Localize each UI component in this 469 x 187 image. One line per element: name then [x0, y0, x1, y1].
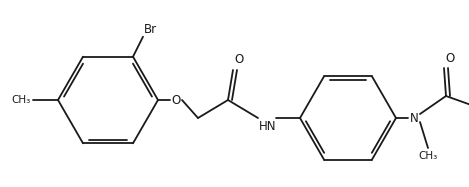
Text: HN: HN: [259, 120, 277, 133]
Text: Br: Br: [144, 23, 157, 36]
Text: O: O: [445, 52, 454, 65]
Text: CH₃: CH₃: [418, 151, 438, 161]
Text: O: O: [234, 53, 243, 66]
Text: CH₃: CH₃: [12, 95, 31, 105]
Text: O: O: [171, 94, 181, 107]
Text: N: N: [410, 111, 419, 125]
